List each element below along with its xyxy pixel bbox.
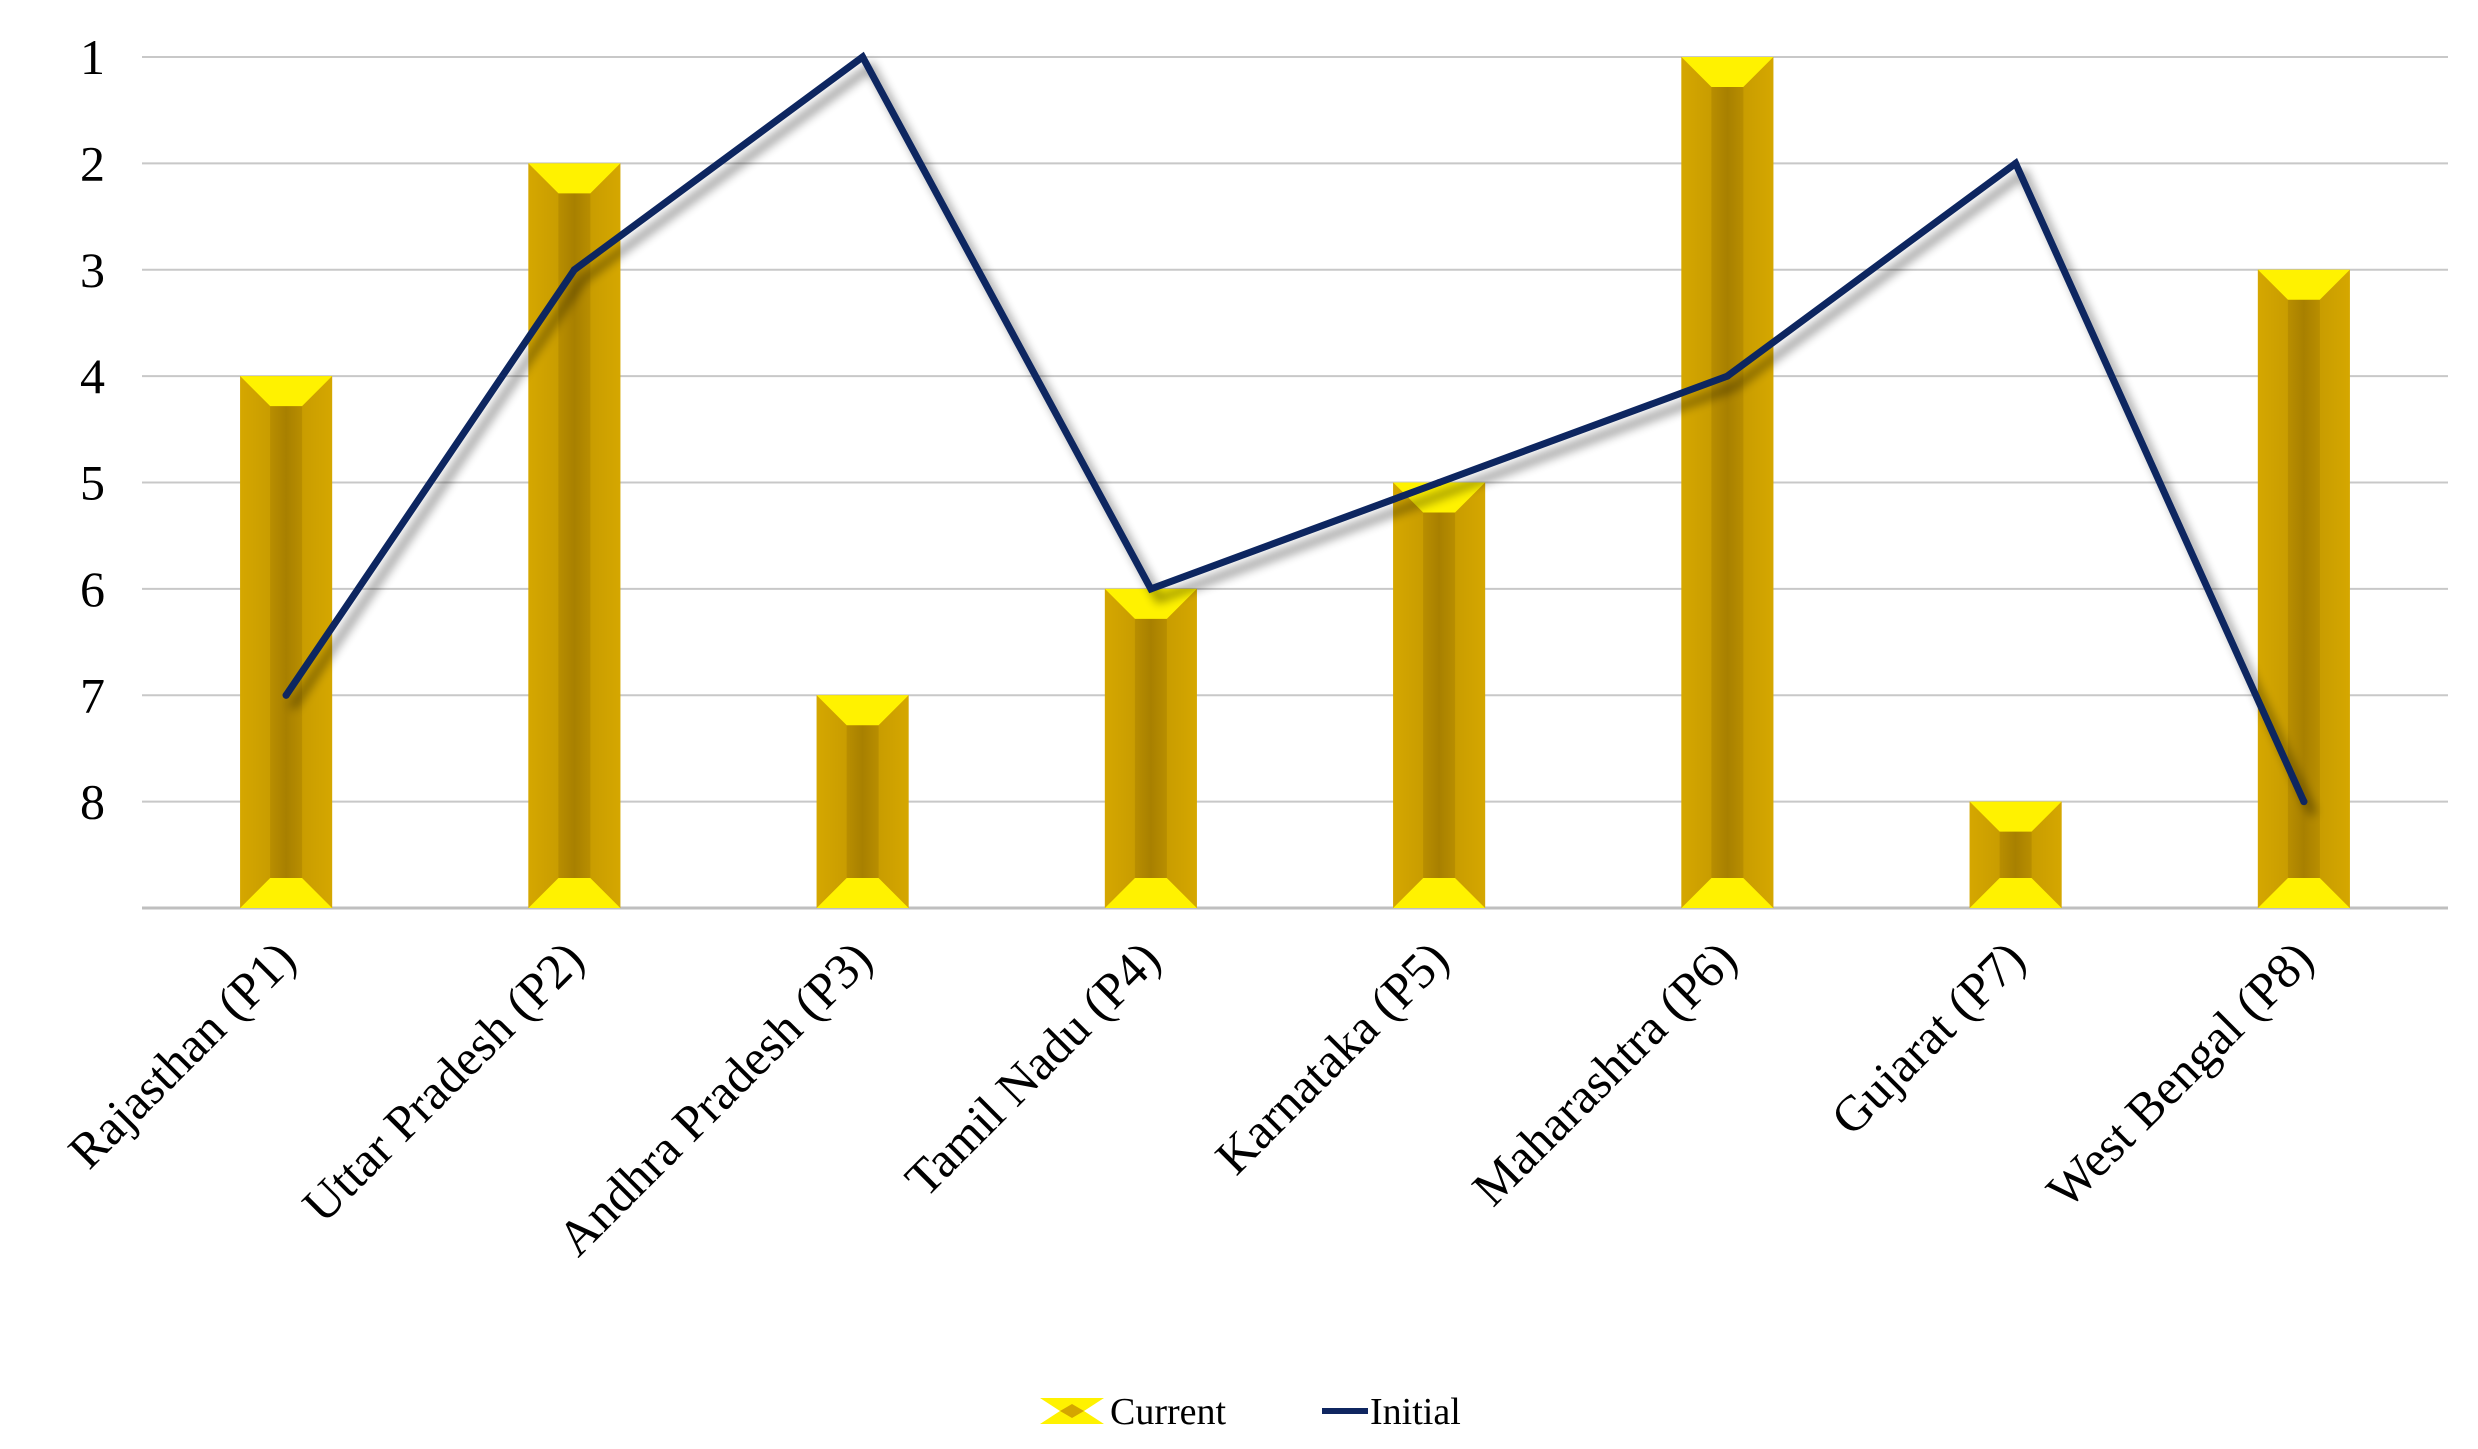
bar-current — [1681, 57, 1774, 908]
legend-current-swatch-center — [1060, 1404, 1084, 1418]
point-initial — [1147, 585, 1155, 593]
bar-bevel-left — [1969, 801, 2000, 908]
bar-bevel-top — [1104, 588, 1197, 619]
y-tick-label: 6 — [80, 561, 105, 617]
bar-bevel-top — [1681, 57, 1774, 87]
y-tick-label: 3 — [80, 242, 105, 298]
bar-bevel-top — [1969, 801, 2062, 832]
initial-line — [282, 51, 2308, 806]
bar-bevel-top — [528, 163, 621, 194]
legend-initial-label: Initial — [1370, 1391, 1461, 1433]
x-category-label: Uttar Pradesh (P2) — [291, 930, 594, 1233]
bar-bevel-right — [302, 376, 333, 908]
bar-bevel-right — [1743, 57, 1774, 908]
x-category-label: West Bengal (P8) — [2036, 930, 2324, 1218]
bar-bevel-left — [816, 695, 847, 908]
bar-bevel-right — [590, 163, 621, 908]
point-initial — [2012, 159, 2020, 167]
y-tick-label: 1 — [80, 29, 105, 85]
bar-bevel-bottom — [528, 878, 621, 908]
x-category-label: Tamil Nadu (P4) — [894, 930, 1171, 1207]
bar-bevel-left — [1681, 57, 1712, 908]
bar-bevel-bottom — [1969, 878, 2062, 908]
bar-bevel-top — [2257, 269, 2350, 300]
point-initial — [282, 691, 290, 699]
legend: Current Initial — [1040, 1391, 1461, 1433]
bar-bevel-left — [1393, 482, 1424, 908]
y-tick-label: 4 — [80, 348, 105, 404]
bar-bevel-top — [816, 695, 909, 726]
bar-current — [528, 163, 621, 908]
bar-bevel-left — [2257, 269, 2288, 908]
bar-bevel-left — [528, 163, 559, 908]
bar-bevel-right — [1166, 588, 1197, 908]
bar-bevel-bottom — [2257, 878, 2350, 908]
y-tick-label: 8 — [80, 774, 105, 830]
x-category-label: Karnataka (P5) — [1204, 930, 1459, 1185]
x-category-label: Andhra Pradesh (P3) — [546, 930, 882, 1266]
bar-bevel-bottom — [1681, 878, 1774, 908]
legend-item-initial: Initial — [1322, 1391, 1461, 1433]
point-initial — [570, 266, 578, 274]
bar-bevel-top — [240, 376, 333, 407]
bar-bevel-right — [1455, 482, 1486, 908]
bar-bevel-bottom — [1393, 878, 1486, 908]
bar-current — [1393, 482, 1486, 908]
bar-bevel-bottom — [816, 878, 909, 908]
gridlines — [142, 56, 2448, 910]
current-bars — [240, 57, 2350, 908]
bar-current — [1104, 588, 1197, 908]
legend-item-current: Current — [1040, 1391, 1227, 1433]
x-category-label: Rajasthan (P1) — [57, 930, 306, 1179]
bar-bevel-left — [240, 376, 271, 908]
x-axis-category-labels: Rajasthan (P1)Uttar Pradesh (P2)Andhra P… — [57, 930, 2323, 1266]
x-category-label: Maharashtra (P6) — [1461, 930, 1747, 1216]
bar-current — [240, 376, 333, 908]
y-tick-label: 5 — [80, 455, 105, 511]
y-axis-tick-labels: 1 2 3 4 5 6 7 8 — [80, 29, 105, 830]
bar-current — [2257, 269, 2350, 908]
bar-bevel-bottom — [1104, 878, 1197, 908]
bar-current — [1969, 801, 2062, 908]
x-category-label: Gujarat (P7) — [1820, 930, 2035, 1145]
y-tick-label: 2 — [80, 135, 105, 191]
bar-current — [816, 695, 909, 908]
y-tick-label: 7 — [80, 667, 105, 723]
line-initial — [282, 51, 2308, 806]
bar-bevel-right — [2031, 801, 2062, 908]
point-initial — [2300, 798, 2308, 806]
point-initial — [1435, 479, 1443, 486]
point-initial — [1723, 372, 1731, 380]
bar-bevel-right — [2319, 269, 2350, 908]
bar-bevel-bottom — [240, 878, 333, 908]
point-initial — [859, 53, 867, 61]
legend-current-label: Current — [1110, 1391, 1227, 1433]
bar-bevel-left — [1104, 588, 1135, 908]
bar-bevel-right — [878, 695, 909, 908]
